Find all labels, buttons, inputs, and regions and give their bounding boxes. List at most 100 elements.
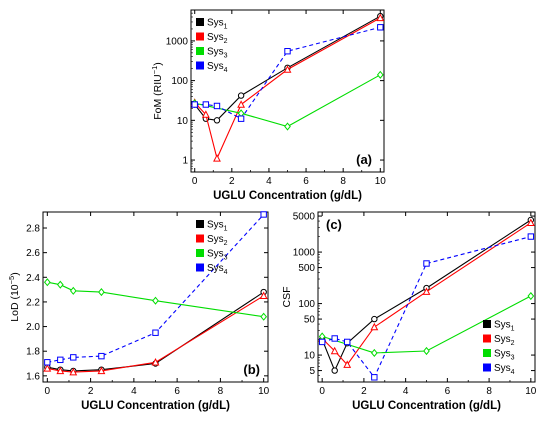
data-point (260, 211, 267, 218)
chart-panel-b: 0 2 4 6 8 10 1.6 1.8 2.0 2.2 2.4 2.6 2.8 UGLU Concent… (7, 211, 270, 412)
series-line (321, 219, 532, 372)
y-tick-label: 2.6 (26, 248, 40, 259)
data-point (69, 367, 78, 376)
x-tick-label: 10 (525, 386, 537, 397)
y-axis-label: LoD (10−5) (7, 272, 21, 321)
data-point (152, 296, 159, 305)
y-axis-label: FoM (RIU−1) (150, 62, 164, 120)
series-sys4 (318, 233, 535, 381)
data-point (237, 92, 245, 99)
chart-panel-c: 0 2 4 6 8 10 5 10 50 100 500 1000 5000 UGLU Concentra… (281, 211, 537, 412)
data-point (344, 338, 351, 346)
data-point (237, 100, 246, 108)
data-point (43, 364, 52, 372)
legend-swatch (196, 263, 204, 272)
data-point (527, 233, 535, 240)
data-point (283, 65, 292, 73)
x-axis-label: UGLU Concentration (g/dL) (213, 190, 362, 202)
series-line (194, 17, 381, 161)
data-point (343, 360, 352, 368)
data-point (260, 312, 268, 321)
series-sys4 (191, 24, 384, 122)
legend-label: Sys1 (207, 18, 228, 31)
y-tick-label: 10 (304, 351, 316, 362)
y-tick-label: 2.2 (26, 297, 40, 308)
data-point (527, 291, 535, 301)
legend-swatch (196, 47, 204, 55)
data-point (423, 346, 430, 356)
data-point (44, 359, 51, 366)
legend-swatch (196, 220, 204, 228)
data-point (377, 24, 384, 31)
x-tick-label: 0 (45, 386, 51, 397)
legend-label: Sys3 (207, 249, 228, 262)
series-sys3 (191, 70, 384, 131)
x-axis-label: UGLU Concentration (g/dL) (352, 400, 501, 412)
data-point (284, 122, 291, 131)
x-tick-label: 6 (303, 176, 309, 187)
data-point (56, 280, 64, 289)
data-point (237, 115, 245, 122)
y-tick-label: 50 (304, 315, 316, 326)
legend-label: Sys2 (494, 334, 515, 347)
data-point (56, 366, 65, 375)
x-tick-label: 8 (486, 386, 492, 397)
y-tick-label: 2.8 (26, 224, 40, 235)
y-tick-label: 500 (298, 263, 315, 274)
data-point (213, 154, 221, 162)
y-tick-label: 1 (182, 156, 188, 167)
data-point (376, 13, 385, 22)
legend-swatch (196, 61, 204, 70)
data-point (284, 48, 291, 55)
data-point (43, 278, 51, 287)
x-tick-label: 0 (192, 176, 198, 187)
series-sys3 (43, 278, 268, 321)
y-tick-label: 5000 (293, 212, 316, 223)
data-point (423, 260, 430, 267)
data-point (69, 286, 77, 295)
x-tick-label: 6 (445, 386, 451, 397)
x-tick-label: 4 (131, 386, 137, 397)
data-point (98, 352, 105, 360)
x-tick-label: 4 (266, 176, 272, 187)
data-point (370, 322, 379, 331)
legend-label: Sys4 (207, 263, 228, 276)
panel-label: (b) (243, 362, 260, 377)
data-point (191, 101, 198, 108)
legend-label: Sys3 (207, 47, 228, 60)
x-tick-label: 2 (229, 176, 235, 187)
y-tick-label: 100 (171, 76, 188, 87)
data-point (213, 117, 221, 124)
panel-label: (a) (356, 152, 372, 167)
legend-label: Sys3 (494, 349, 515, 362)
series-sys2 (43, 291, 268, 376)
data-point (331, 335, 338, 342)
legend-swatch (196, 18, 204, 26)
data-point (151, 358, 160, 366)
data-point (152, 329, 159, 336)
x-tick-label: 6 (174, 386, 180, 397)
data-point (259, 291, 268, 299)
y-tick-label: 1000 (166, 36, 189, 47)
legend-swatch (483, 320, 491, 328)
y-tick-label: 1000 (293, 248, 316, 259)
y-tick-label: 10 (177, 116, 189, 127)
data-point (98, 287, 105, 297)
y-tick-label: 2.4 (26, 273, 40, 284)
x-tick-label: 4 (403, 386, 409, 397)
legend-label: Sys2 (207, 234, 228, 247)
panel-label: (c) (326, 217, 342, 232)
x-tick-label: 8 (340, 176, 346, 187)
chart-panel-a: 0 2 4 6 8 10 1 10 100 1000 UGLU Concentration (g/d… (150, 9, 386, 202)
x-tick-label: 2 (88, 386, 94, 397)
series-line (47, 295, 264, 373)
legend-swatch (196, 32, 204, 41)
data-point (57, 356, 64, 364)
x-tick-label: 0 (319, 386, 325, 397)
data-point (370, 348, 378, 358)
data-point (371, 374, 378, 381)
